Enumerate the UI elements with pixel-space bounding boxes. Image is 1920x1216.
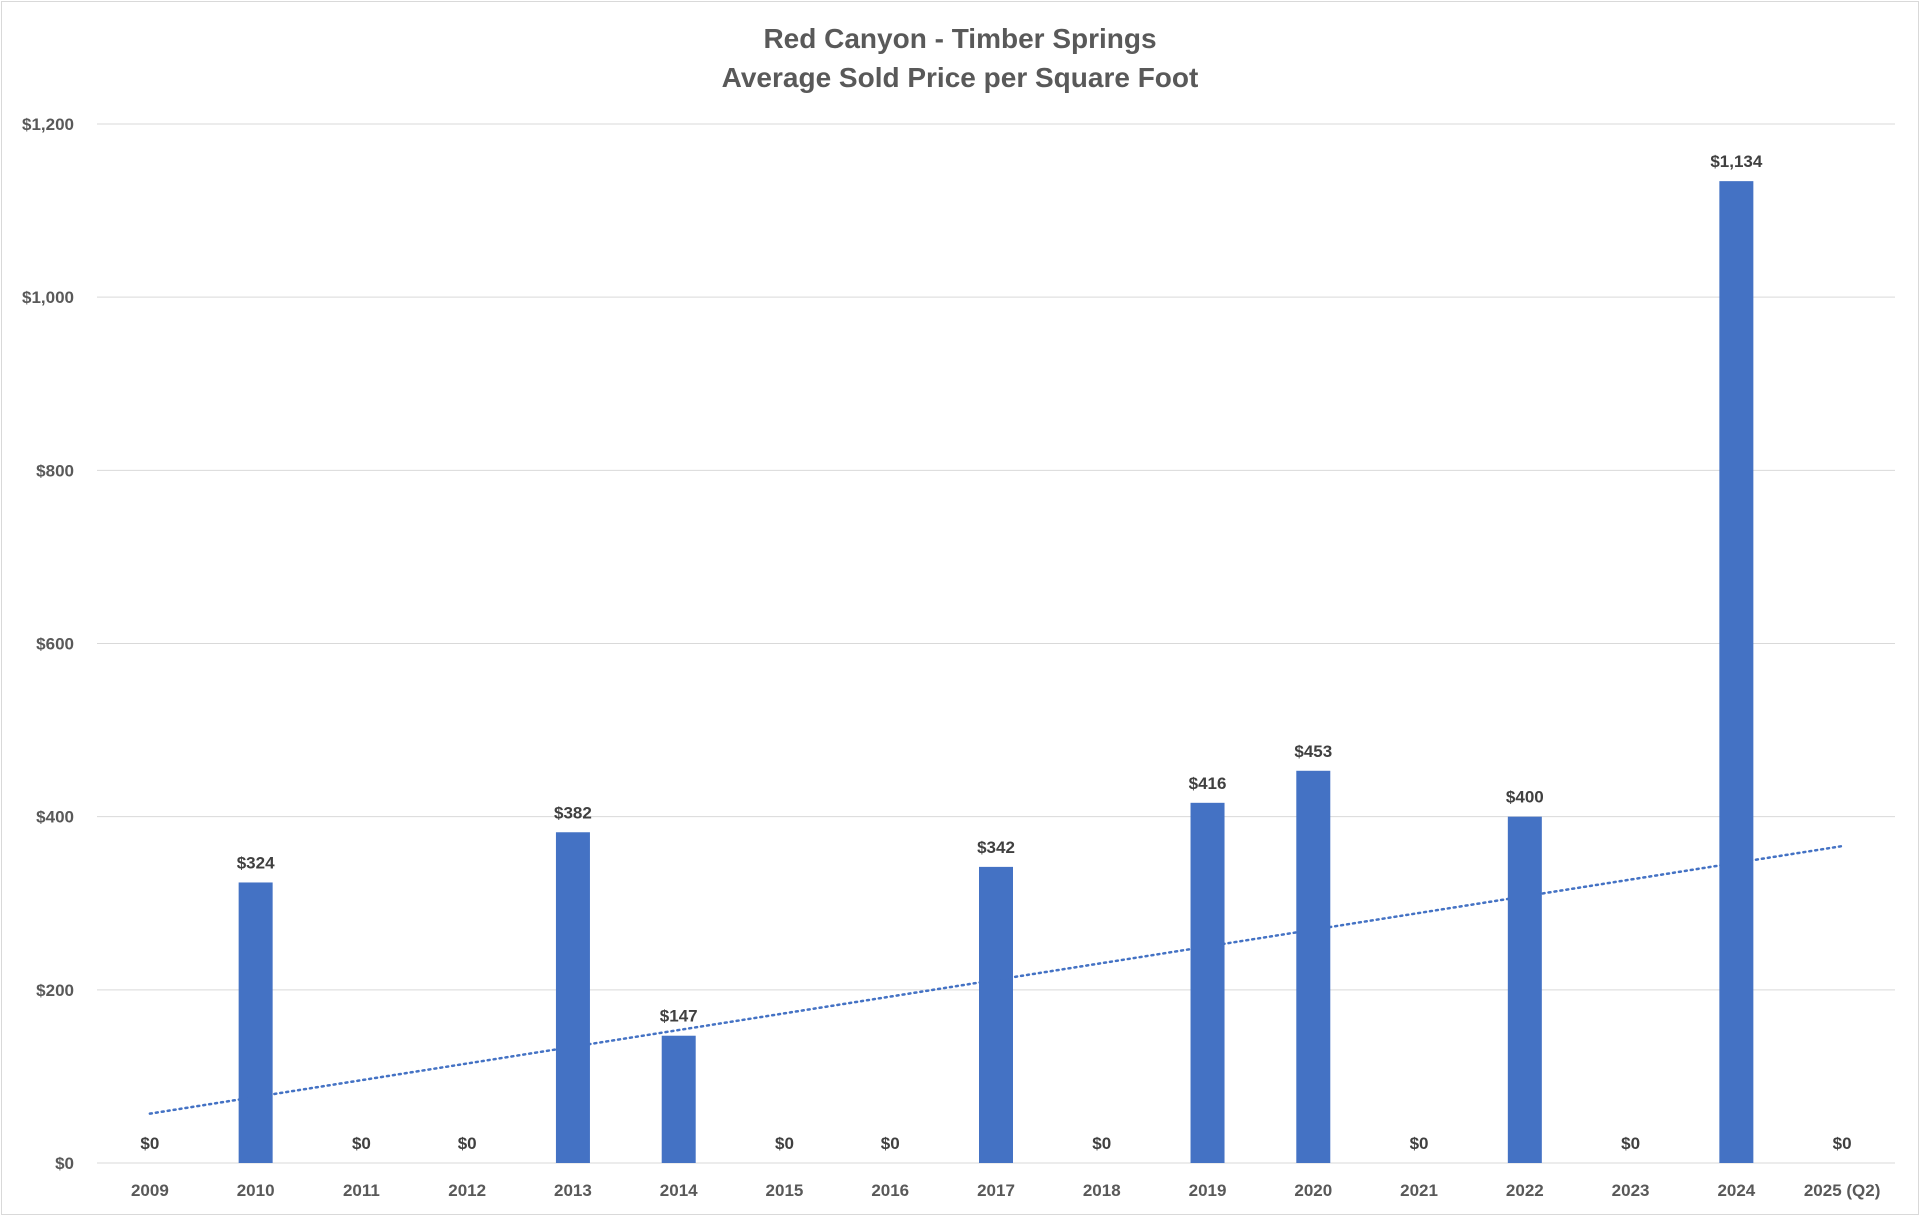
x-tick-label: 2011: [343, 1181, 380, 1200]
data-label: $0: [881, 1134, 900, 1153]
gridlines: [97, 123, 1895, 1164]
x-tick-label: 2019: [1189, 1181, 1227, 1200]
x-tick-label: 2018: [1083, 1181, 1121, 1200]
data-label: $0: [1092, 1134, 1111, 1153]
trendline: [148, 844, 1844, 1115]
bar: [661, 1035, 696, 1163]
bar: [1190, 802, 1225, 1163]
data-label: $0: [1833, 1134, 1852, 1153]
bar: [1296, 770, 1331, 1163]
x-tick-label: 2022: [1506, 1181, 1544, 1200]
data-label: $324: [237, 853, 275, 872]
x-tick-label: 2017: [977, 1181, 1015, 1200]
data-label: $147: [660, 1007, 698, 1026]
y-tick-label: $1,000: [22, 288, 74, 307]
y-axis: $0 $200 $400 $600 $800 $1,000 $1,200: [22, 115, 74, 1173]
bar: [238, 882, 273, 1163]
bar: [1719, 181, 1754, 1163]
x-tick-label: 2024: [1717, 1181, 1755, 1200]
x-axis: 2009 2010 2011 2012 2013 2014 2015 2016 2017 2018…: [131, 1181, 1880, 1200]
x-tick-label: 2014: [660, 1181, 698, 1200]
data-label: $1,134: [1710, 152, 1763, 171]
x-tick-label: 2009: [131, 1181, 169, 1200]
bar: [979, 866, 1013, 1163]
y-tick-label: $400: [36, 808, 74, 827]
x-tick-label: 2023: [1612, 1181, 1650, 1200]
data-label: $382: [554, 803, 592, 822]
x-tick-label: 2020: [1294, 1181, 1332, 1200]
y-tick-label: $1,200: [22, 115, 74, 134]
y-tick-label: $0: [55, 1154, 74, 1173]
trendline-group: [148, 844, 1844, 1115]
x-tick-label: 2010: [237, 1181, 275, 1200]
chart-subtitle: Average Sold Price per Square Foot: [722, 62, 1199, 93]
x-tick-label: 2015: [766, 1181, 804, 1200]
y-tick-label: $600: [36, 635, 74, 654]
data-label: $0: [775, 1134, 794, 1153]
x-tick-label: 2025 (Q2): [1804, 1181, 1881, 1200]
data-label: $0: [458, 1134, 477, 1153]
bar: [555, 832, 590, 1163]
data-label: $0: [1621, 1134, 1640, 1153]
data-labels: $0 $324 $0 $0 $382 $147 $0 $0 $342 $0 $416 $453 $0 $4…: [140, 152, 1851, 1153]
data-label: $453: [1294, 742, 1332, 761]
x-tick-label: 2016: [871, 1181, 909, 1200]
y-tick-label: $800: [36, 461, 74, 480]
data-label: $400: [1506, 788, 1544, 807]
x-tick-label: 2012: [448, 1181, 486, 1200]
data-label: $342: [977, 838, 1015, 857]
data-label: $0: [140, 1134, 159, 1153]
bars: [238, 181, 1754, 1163]
data-label: $0: [1410, 1134, 1429, 1153]
x-tick-label: 2013: [554, 1181, 592, 1200]
data-label: $0: [352, 1134, 371, 1153]
data-label: $416: [1189, 774, 1227, 793]
chart-title: Red Canyon - Timber Springs: [763, 23, 1156, 54]
bar: [1507, 816, 1542, 1163]
x-tick-label: 2021: [1400, 1181, 1438, 1200]
y-tick-label: $200: [36, 981, 74, 1000]
